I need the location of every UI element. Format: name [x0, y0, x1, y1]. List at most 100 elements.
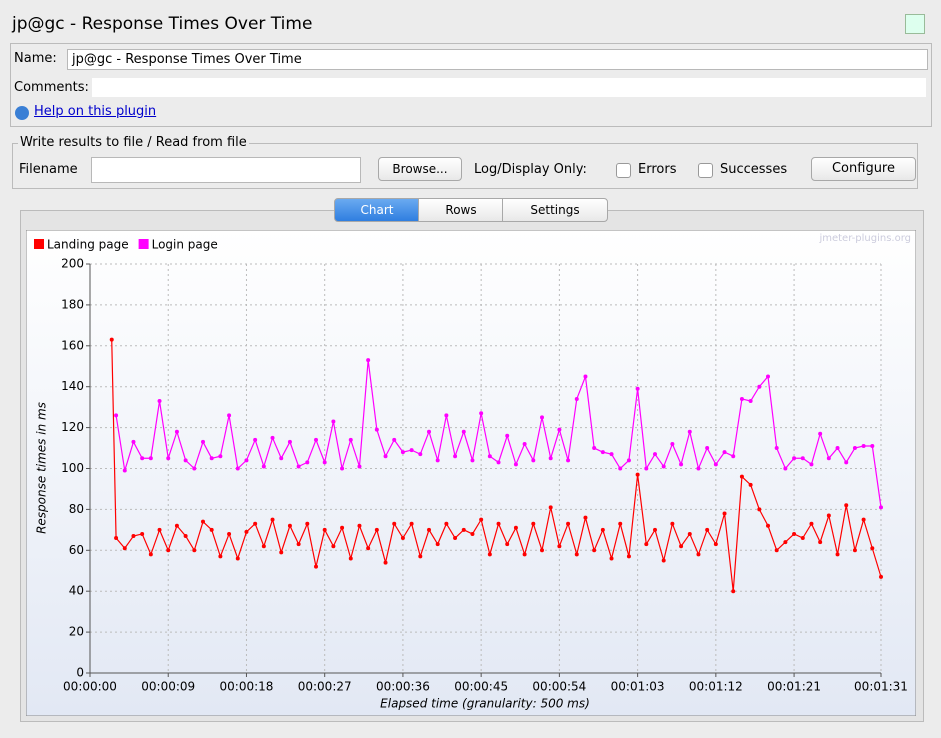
data-point [270, 517, 275, 522]
data-point [670, 521, 675, 526]
data-point [644, 466, 649, 471]
data-point [852, 548, 857, 553]
data-point [644, 542, 649, 547]
data-point [140, 456, 145, 461]
data-point [705, 446, 710, 451]
y-tick-label: 0 [76, 666, 84, 680]
configure-button[interactable]: Configure [811, 157, 916, 181]
x-tick-label: 00:01:03 [611, 680, 665, 694]
data-point [766, 374, 770, 379]
data-point [201, 519, 205, 524]
data-point [383, 560, 388, 565]
data-point [444, 413, 449, 418]
data-point [653, 527, 657, 532]
x-tick-label: 00:00:00 [63, 680, 117, 694]
data-point [148, 456, 153, 461]
data-point [409, 448, 414, 453]
errors-label: Errors [638, 162, 677, 177]
tab-settings[interactable]: Settings [502, 198, 608, 222]
expand-icon[interactable] [905, 14, 925, 34]
data-point [192, 466, 197, 471]
data-point [400, 536, 405, 541]
y-tick-label: 40 [69, 584, 84, 598]
data-point [157, 527, 162, 532]
data-point [331, 544, 336, 549]
x-tick-label: 00:00:09 [141, 680, 195, 694]
data-point [166, 456, 171, 461]
data-point [418, 554, 423, 559]
tab-rows[interactable]: Rows [418, 198, 504, 222]
data-point [879, 574, 883, 579]
data-point [574, 552, 579, 557]
data-point [757, 507, 762, 512]
data-point [522, 552, 527, 557]
browse-button[interactable]: Browse... [378, 157, 462, 181]
data-point [757, 384, 762, 389]
data-point [131, 533, 136, 538]
data-point [279, 550, 284, 555]
data-point [679, 462, 684, 467]
y-tick-label: 140 [61, 379, 84, 393]
y-tick-label: 160 [61, 338, 84, 352]
data-point [705, 527, 710, 532]
data-point [600, 527, 605, 532]
data-point [774, 446, 779, 451]
data-point [835, 446, 840, 451]
data-point [696, 552, 701, 557]
data-point [609, 452, 614, 457]
data-point [870, 546, 875, 551]
data-point [270, 435, 275, 440]
comments-input[interactable] [92, 78, 926, 97]
data-point [661, 464, 666, 469]
data-point [566, 458, 571, 463]
data-point [357, 523, 362, 528]
data-point [383, 454, 388, 459]
data-point [392, 521, 397, 526]
watermark: jmeter-plugins.org [818, 233, 911, 244]
successes-label: Successes [720, 162, 788, 177]
tab-chart[interactable]: Chart [334, 198, 420, 222]
data-point [296, 542, 301, 547]
data-point [540, 548, 544, 553]
data-point [209, 456, 214, 461]
data-point [314, 437, 318, 442]
data-point [235, 466, 240, 471]
y-tick-label: 180 [61, 297, 84, 311]
data-point [748, 399, 753, 404]
data-point [427, 527, 431, 532]
legend-swatch [138, 239, 149, 249]
successes-checkbox[interactable] [698, 163, 713, 178]
x-tick-label: 00:00:54 [532, 680, 586, 694]
y-tick-label: 100 [61, 461, 84, 475]
data-point [774, 548, 779, 553]
data-point [722, 450, 727, 455]
data-point [766, 523, 770, 528]
data-point [809, 462, 814, 467]
data-point [461, 429, 466, 434]
data-point [505, 433, 510, 438]
filename-input[interactable] [91, 157, 361, 183]
data-point [548, 456, 553, 461]
name-input[interactable]: jp@gc - Response Times Over Time [67, 49, 928, 70]
data-point [183, 533, 188, 538]
data-point [522, 441, 527, 446]
data-point [366, 546, 371, 551]
data-point [635, 386, 640, 391]
data-point [783, 466, 788, 471]
file-group-legend: Write results to file / Read from file [18, 135, 249, 150]
data-point [826, 513, 831, 518]
data-point [174, 523, 179, 528]
data-point [218, 454, 223, 459]
data-point [861, 444, 866, 449]
data-point [687, 429, 692, 434]
data-point [287, 523, 292, 528]
y-tick-label: 60 [69, 543, 84, 557]
data-point [626, 458, 631, 463]
data-point [331, 419, 336, 424]
data-point [409, 521, 414, 526]
data-point [279, 456, 284, 461]
data-point [809, 521, 814, 526]
data-point [392, 437, 397, 442]
help-link[interactable]: Help on this plugin [34, 104, 157, 119]
errors-checkbox[interactable] [616, 163, 631, 178]
